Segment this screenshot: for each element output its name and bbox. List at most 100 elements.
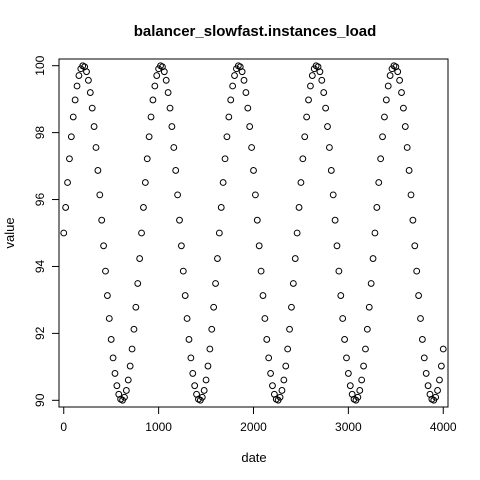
data-point xyxy=(88,104,96,112)
data-point xyxy=(98,216,106,224)
data-point xyxy=(219,179,227,186)
data-point xyxy=(149,96,157,104)
y-tick-label: 98 xyxy=(33,126,47,140)
data-point xyxy=(360,362,367,370)
data-point xyxy=(102,267,109,275)
data-point xyxy=(341,336,348,343)
data-point xyxy=(418,336,426,343)
data-point xyxy=(365,303,373,311)
data-point xyxy=(401,123,409,130)
data-point xyxy=(73,82,81,90)
data-point xyxy=(204,362,212,370)
data-point xyxy=(248,144,256,151)
data-point xyxy=(242,89,250,96)
data-point xyxy=(160,68,168,76)
data-point xyxy=(187,354,195,362)
data-point xyxy=(85,76,92,84)
y-tick-label: 94 xyxy=(33,259,47,273)
data-point xyxy=(214,255,221,262)
y-tick-label: 96 xyxy=(33,193,47,207)
data-point xyxy=(434,387,441,394)
data-point xyxy=(356,387,364,394)
data-point xyxy=(244,104,252,112)
data-point xyxy=(381,113,388,121)
data-point xyxy=(172,167,180,174)
data-point xyxy=(301,133,309,141)
data-point xyxy=(409,216,417,224)
x-tick-label: 3000 xyxy=(335,420,362,434)
data-point xyxy=(297,179,305,186)
data-point xyxy=(217,204,225,211)
data-point xyxy=(83,68,90,76)
data-point xyxy=(363,325,371,333)
data-point xyxy=(151,82,159,90)
data-point xyxy=(371,229,379,237)
data-point xyxy=(107,336,115,343)
y-tick-label: 92 xyxy=(33,326,47,340)
plot-frame xyxy=(58,58,449,408)
data-point xyxy=(164,89,172,96)
data-point xyxy=(362,345,369,353)
data-point xyxy=(303,113,311,121)
data-point xyxy=(252,191,259,199)
data-point xyxy=(432,393,440,401)
data-point xyxy=(94,167,102,174)
data-point xyxy=(60,229,68,237)
data-point xyxy=(92,144,100,151)
data-point xyxy=(422,370,430,377)
data-point xyxy=(134,280,142,287)
data-point xyxy=(231,72,238,79)
data-point xyxy=(191,382,199,390)
data-point xyxy=(316,68,324,76)
data-point xyxy=(439,345,447,353)
data-point xyxy=(210,303,218,311)
data-point xyxy=(354,393,362,401)
data-point xyxy=(386,72,394,79)
data-point xyxy=(327,167,335,174)
data-point xyxy=(286,325,293,333)
x-tick-label: 1000 xyxy=(145,420,172,434)
data-point xyxy=(66,155,73,163)
data-point xyxy=(176,216,183,224)
data-point xyxy=(121,393,128,401)
data-point xyxy=(284,345,292,353)
data-point xyxy=(223,133,231,141)
data-point xyxy=(62,204,70,211)
data-point xyxy=(318,76,326,84)
data-point xyxy=(291,255,299,262)
data-point xyxy=(405,167,413,174)
data-point xyxy=(335,267,343,275)
data-point xyxy=(398,89,405,96)
data-point xyxy=(276,393,284,401)
data-point xyxy=(227,96,235,104)
data-point xyxy=(394,68,402,76)
data-point xyxy=(407,191,415,199)
data-point xyxy=(69,113,77,121)
data-point xyxy=(280,376,288,384)
x-axis-label: date xyxy=(241,450,266,465)
data-point xyxy=(400,104,407,112)
data-point xyxy=(136,255,144,262)
y-tick-label: 100 xyxy=(33,55,47,75)
data-point xyxy=(109,354,117,362)
data-point xyxy=(100,242,107,250)
data-point xyxy=(329,191,337,199)
data-point xyxy=(179,267,187,275)
data-point xyxy=(305,96,312,104)
data-point xyxy=(324,123,331,130)
data-point xyxy=(293,229,301,237)
data-point xyxy=(113,382,121,390)
data-point xyxy=(413,267,421,275)
data-point xyxy=(177,242,185,250)
data-point xyxy=(147,113,155,121)
data-point xyxy=(343,354,350,362)
data-point xyxy=(174,191,182,199)
data-point xyxy=(103,292,111,299)
data-point xyxy=(166,104,174,112)
data-point xyxy=(367,280,375,287)
data-point xyxy=(261,315,269,322)
data-point xyxy=(424,382,432,390)
data-point xyxy=(278,387,286,394)
data-point xyxy=(128,345,136,353)
data-point xyxy=(269,382,276,390)
